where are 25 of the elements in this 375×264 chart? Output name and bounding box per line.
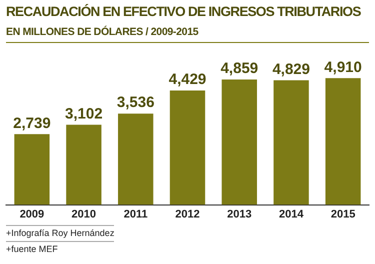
data-label: 4,829 <box>272 60 310 78</box>
text: +fuente MEF <box>6 241 114 257</box>
chart-title: RECAUDACIÓN EN EFECTIVO DE INGRESOS TRIBUTARIOS <box>6 4 361 19</box>
bar <box>14 134 50 205</box>
data-label: 4,429 <box>168 71 206 88</box>
bar <box>325 78 361 205</box>
data-label: 3,102 <box>65 105 103 122</box>
x-tick-label: 2009 <box>20 208 44 220</box>
x-tick-label: 2011 <box>124 208 148 220</box>
data-label: 3,536 <box>116 94 154 112</box>
x-tick-label: 2013 <box>227 208 252 220</box>
x-tick-label: 2010 <box>72 208 96 220</box>
x-tick-label: 2014 <box>278 208 304 220</box>
bar <box>222 79 257 205</box>
bar <box>170 90 206 205</box>
text: +Infografía Roy Hernández <box>6 225 114 241</box>
data-label: 4,859 <box>220 60 258 78</box>
bar <box>274 80 309 205</box>
data-label: 2,739 <box>13 114 51 132</box>
bar <box>118 114 154 205</box>
x-tick-label: 2015 <box>330 208 356 220</box>
x-tick-label: 2012 <box>175 208 200 220</box>
bar <box>66 124 102 205</box>
data-label: 4,910 <box>324 58 362 76</box>
chart-subtitle: EN MILLONES DE DÓLARES / 2009-2015 <box>6 26 198 38</box>
